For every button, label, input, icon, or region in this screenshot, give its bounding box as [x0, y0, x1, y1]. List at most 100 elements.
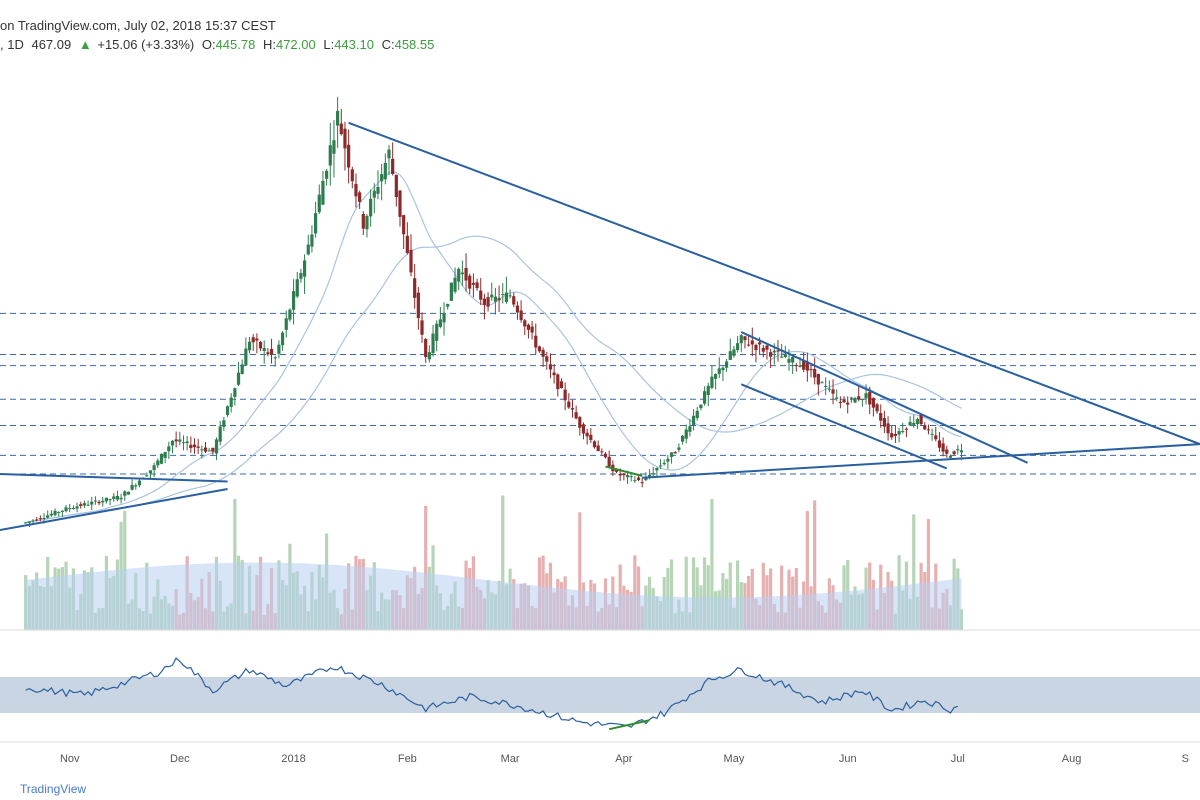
candle-body [68, 508, 72, 510]
volume-bar [702, 557, 707, 630]
descending-trendline [348, 121, 1200, 446]
candle-body [170, 440, 175, 446]
candle-body [49, 513, 53, 516]
candle-body [772, 350, 776, 353]
volume-bar [926, 519, 931, 630]
candle-body [490, 294, 494, 298]
candle-body [798, 365, 802, 368]
candle-body [402, 215, 406, 235]
candle-body [570, 408, 575, 410]
candle-body [780, 356, 784, 358]
header-l-label: L: [323, 37, 334, 52]
ma-20-line [25, 171, 962, 524]
candle-body [600, 451, 604, 453]
candle-body [313, 213, 318, 234]
candle-body [475, 282, 479, 289]
header-l-value: 443.10 [334, 37, 374, 52]
candle-body [137, 480, 142, 486]
candle-body [739, 335, 743, 344]
candle-body [79, 504, 83, 506]
candle-body [548, 364, 553, 370]
candle-body [391, 158, 395, 174]
candle-body [644, 476, 648, 481]
volume-bar [633, 555, 637, 630]
candle-body [328, 145, 332, 166]
candle-body [959, 450, 964, 453]
candle-body [383, 162, 387, 180]
candle-body [192, 444, 197, 448]
candle-body [365, 216, 369, 230]
candle-body [75, 506, 79, 509]
candle-body [424, 339, 428, 358]
candle-body [904, 428, 909, 430]
candle-body [794, 365, 798, 367]
candle-body [857, 396, 861, 400]
candle-body [743, 336, 747, 341]
candle-body [875, 404, 879, 412]
candle-body [585, 432, 589, 437]
candle-body [769, 352, 773, 357]
candle-body [178, 439, 182, 442]
candle-body [446, 303, 450, 307]
candle-body [666, 458, 670, 462]
candle-body [413, 278, 417, 298]
candle-body [24, 522, 28, 524]
candle-body [647, 474, 652, 477]
chart-header: on TradingView.com, July 02, 2018 15:37 … [0, 18, 434, 52]
prior-lower-line [0, 487, 228, 532]
candle-body [636, 477, 641, 481]
candle-body [849, 397, 853, 399]
candle-body [82, 503, 87, 506]
candle-body [607, 456, 611, 467]
candle-body [148, 470, 153, 474]
candle-body [688, 426, 692, 432]
candle-body [890, 433, 894, 438]
candle-body [523, 320, 527, 327]
candle-body [229, 397, 233, 407]
x-axis: Nov Dec 2018 Feb Mar Apr May Jun Jul Aug S [60, 753, 1189, 765]
candle-body [882, 418, 887, 427]
candle-body [145, 475, 149, 477]
volume-bar [24, 575, 28, 630]
candle-body [453, 277, 457, 292]
candle-body [71, 507, 75, 510]
candle-body [214, 439, 219, 454]
candle-body [108, 499, 112, 501]
candle-body [64, 507, 68, 512]
candle-body [926, 429, 931, 431]
candle-body [291, 291, 296, 310]
candle-body [618, 473, 622, 476]
candle-body [163, 452, 167, 458]
candle-body [937, 440, 942, 448]
candle-body [901, 431, 905, 433]
candle-body [952, 451, 956, 455]
x-tick-label: Nov [60, 753, 80, 765]
header-last: 467.09 [31, 37, 71, 52]
candle-body [457, 268, 461, 282]
volume-bar [736, 560, 740, 630]
price-divergence-line [605, 465, 643, 477]
candle-body [512, 296, 516, 305]
x-tick-label: Aug [1062, 753, 1082, 765]
header-o-label: O: [202, 37, 216, 52]
candle-body [46, 515, 50, 518]
candle-body [159, 453, 164, 464]
candle-body [820, 382, 824, 384]
candle-body [699, 404, 703, 409]
candle-body [541, 349, 545, 357]
candle-body [247, 341, 252, 351]
header-h-label: H: [263, 37, 276, 52]
candle-body [295, 279, 299, 297]
candle-body [805, 361, 809, 371]
candle-body [255, 338, 259, 341]
candle-body [435, 323, 439, 341]
candle-body [504, 292, 509, 303]
candle-body [824, 385, 828, 388]
candle-body [673, 452, 677, 454]
candle-body [38, 518, 42, 520]
candle-body [578, 417, 582, 428]
candle-body [651, 473, 655, 475]
candle-body [941, 443, 945, 452]
candle-body [112, 496, 116, 500]
candle-body [302, 260, 307, 277]
